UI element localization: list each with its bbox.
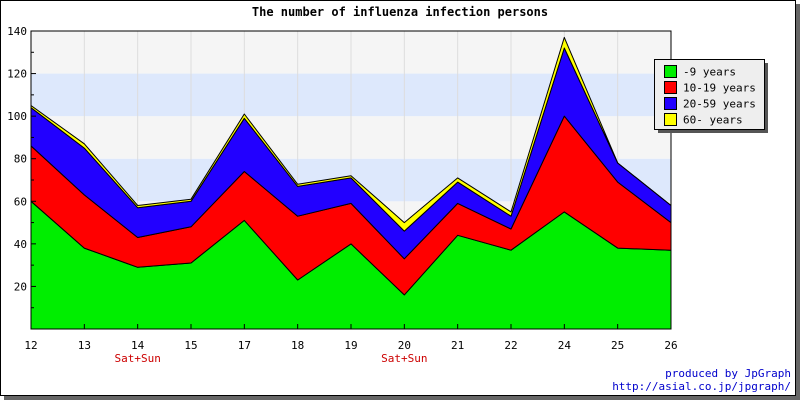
y-tick-label: 120 [7,68,27,81]
legend-label: 60- years [683,114,743,127]
x-tick-label: 14 [131,339,145,352]
y-tick-label: 140 [7,25,27,38]
x-tick-label: 19 [344,339,357,352]
x-tick-label: 25 [611,339,624,352]
x-tick-label: 15 [184,339,197,352]
legend-swatch [664,81,677,94]
legend-label: -9 years [683,66,736,79]
x-tick-label: 20 [398,339,411,352]
x-tick-sublabel: Sat+Sun [114,352,160,365]
y-tick-label: 40 [14,238,27,251]
legend: -9 years 10-19 years 20-59 years 60- years [654,59,768,133]
legend-swatch [664,65,677,78]
x-tick-label: 24 [558,339,572,352]
y-tick-label: 80 [14,153,27,166]
x-tick-label: 22 [504,339,517,352]
y-tick-label: 20 [14,280,27,293]
x-tick-label: 13 [78,339,91,352]
x-tick-label: 17 [238,339,251,352]
legend-swatch [664,97,677,110]
x-tick-sublabel: Sat+Sun [381,352,427,365]
area-series-4 [31,36,671,232]
legend-swatch [664,113,677,126]
x-tick-label: 18 [291,339,304,352]
credit-line-2: http://asial.co.jp/jpgraph/ [612,380,791,393]
x-tick-label: 12 [24,339,37,352]
x-tick-label: 26 [664,339,677,352]
credit-line-1: produced by JpGraph [665,367,791,380]
x-tick-label: 21 [451,339,464,352]
y-tick-label: 100 [7,110,27,123]
legend-label: 10-19 years [683,82,756,95]
y-tick-label: 60 [14,195,27,208]
legend-label: 20-59 years [683,98,756,111]
y-axis: 20 40 60 80 100 120 140 [7,25,36,309]
stacked-areas [31,36,671,329]
chart-title: The number of influenza infection person… [252,5,548,19]
